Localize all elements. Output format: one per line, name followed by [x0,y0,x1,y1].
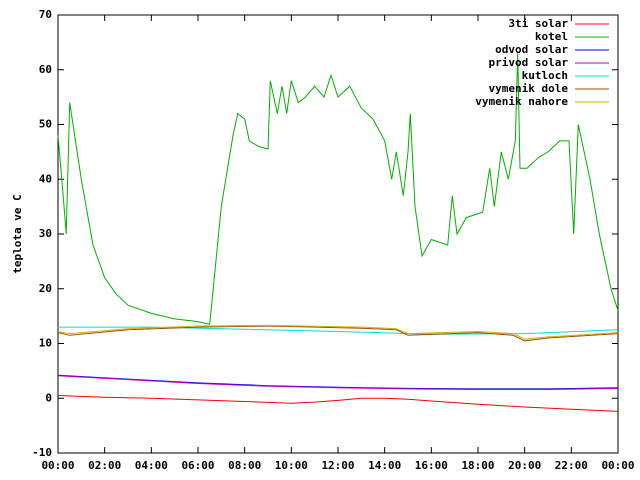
x-tick-label: 22:00 [555,459,588,472]
y-tick-label: -10 [32,446,52,459]
y-tick-label: 40 [39,172,52,185]
y-tick-label: 30 [39,227,52,240]
x-tick-label: 00:00 [601,459,634,472]
y-axis-label: teplota ve C [11,194,24,273]
legend-label: kotel [535,30,568,43]
x-tick-label: 16:00 [415,459,448,472]
x-tick-label: 02:00 [88,459,121,472]
y-tick-label: 10 [39,337,52,350]
legend-label: 3ti solar [508,17,568,30]
series-line [57,374,619,390]
y-tick-label: 60 [39,63,52,76]
series-line [57,375,619,390]
y-tick-label: 20 [39,282,52,295]
series-line [57,53,619,325]
series-line [57,395,619,412]
y-tick-label: 50 [39,118,52,131]
x-tick-label: 06:00 [181,459,214,472]
y-tick-label: 70 [39,8,52,21]
x-tick-label: 20:00 [508,459,541,472]
legend-label: vymenik dole [489,82,569,95]
legend-label: odvod solar [495,43,568,56]
x-tick-label: 08:00 [228,459,261,472]
y-tick-label: 0 [45,391,52,404]
series-line [57,324,619,340]
x-tick-label: 00:00 [41,459,74,472]
x-tick-label: 04:00 [135,459,168,472]
legend-label: vymenik nahore [475,95,568,108]
series-line [58,326,619,335]
x-tick-label: 14:00 [368,459,401,472]
x-tick-label: 18:00 [461,459,494,472]
x-tick-label: 10:00 [275,459,308,472]
x-tick-label: 12:00 [321,459,354,472]
legend-label: kutloch [522,69,568,82]
legend-label: privod solar [489,56,569,69]
series-line [57,325,619,342]
